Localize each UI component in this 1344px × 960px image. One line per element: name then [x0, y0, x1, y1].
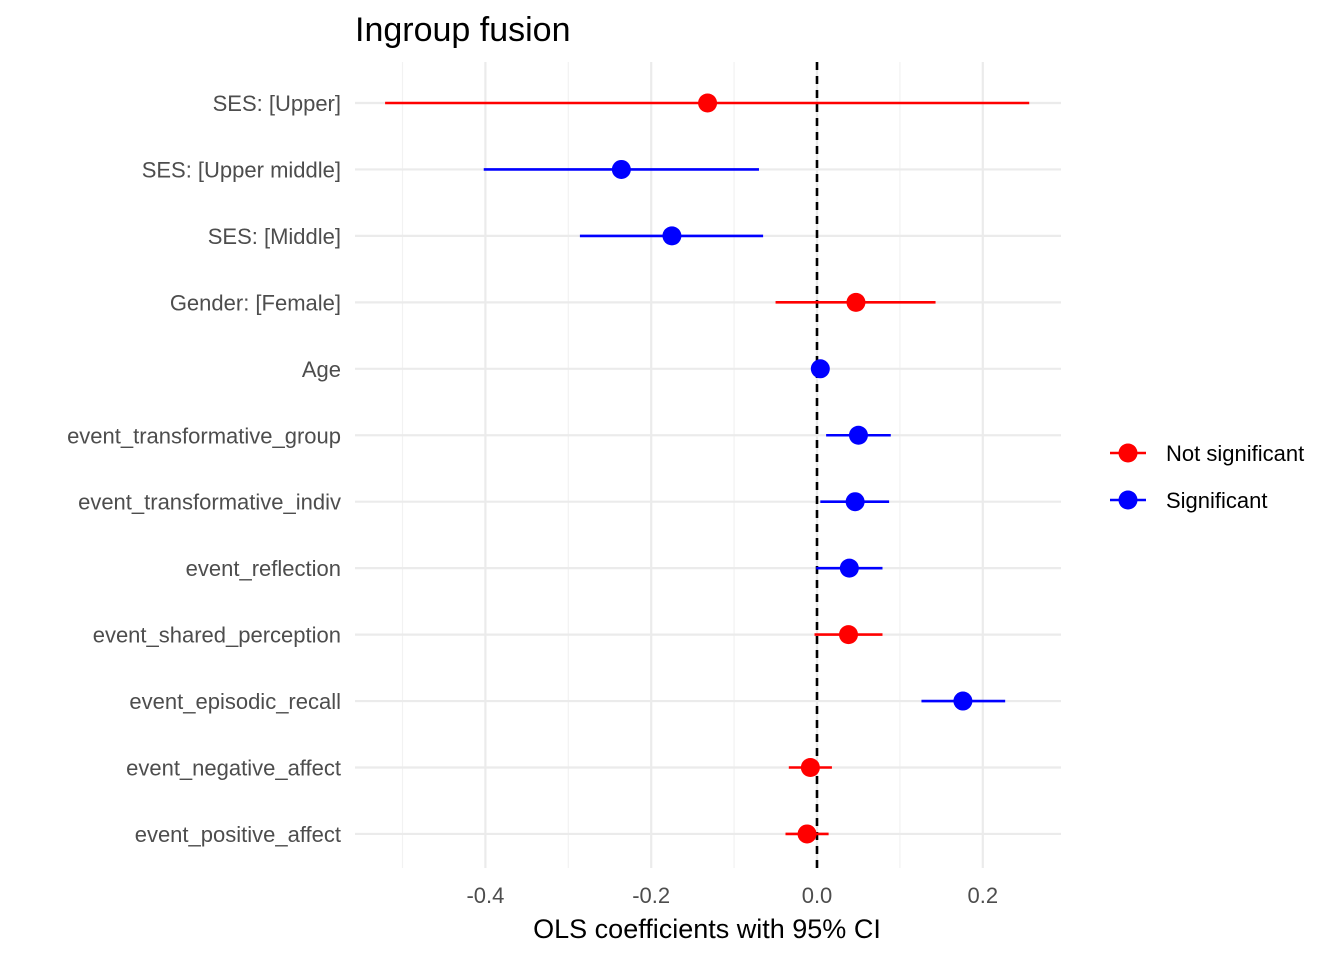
x-tick-labels: -0.4 -0.2 0.0 0.2 — [466, 883, 998, 908]
term-label: event_reflection — [186, 556, 341, 581]
legend-key-point — [1118, 443, 1138, 463]
term-label: event_transformative_group — [67, 423, 341, 448]
term-label: event_positive_affect — [135, 822, 341, 847]
major-gridlines — [355, 62, 1061, 868]
coefficient-point — [800, 758, 820, 777]
minor-gridlines — [401, 62, 901, 868]
coefficient-point — [839, 625, 859, 645]
coefficient-point — [845, 492, 865, 512]
coefficient-point — [797, 824, 817, 844]
coefficient-point — [662, 226, 682, 246]
legend-label: Significant — [1166, 488, 1268, 513]
coefficient-point — [848, 425, 868, 445]
term-label: event_negative_affect — [126, 756, 341, 781]
x-tick-label: -0.2 — [632, 883, 670, 908]
term-label: event_shared_perception — [93, 623, 341, 648]
coefficient-point — [846, 292, 866, 312]
coefficient-point — [839, 558, 859, 578]
term-label: event_episodic_recall — [129, 689, 341, 714]
term-label: SES: [Upper middle] — [142, 157, 341, 182]
term-label: SES: [Middle] — [208, 224, 341, 249]
term-label: Age — [302, 357, 341, 382]
legend-key-point — [1118, 490, 1138, 510]
coefficient-points — [611, 93, 973, 844]
coefficient-point — [810, 359, 830, 379]
term-labels: SES: [Upper] SES: [Upper middle] SES: [Mid… — [67, 91, 341, 847]
coefficient-point — [611, 159, 631, 179]
legend: Not significant Significant — [1110, 441, 1304, 513]
term-label: Gender: [Female] — [170, 290, 341, 315]
legend-label: Not significant — [1166, 441, 1304, 466]
x-tick-label: -0.4 — [466, 883, 504, 908]
coefficient-point — [953, 691, 973, 711]
coefficient-point — [698, 93, 718, 113]
x-tick-label: 0.0 — [802, 883, 833, 908]
chart-title: Ingroup fusion — [355, 11, 571, 49]
x-tick-label: 0.2 — [968, 883, 999, 908]
term-label: event_transformative_indiv — [78, 490, 341, 515]
x-axis-label: OLS coefficients with 95% CI — [533, 914, 881, 944]
term-label: SES: [Upper] — [213, 91, 341, 116]
